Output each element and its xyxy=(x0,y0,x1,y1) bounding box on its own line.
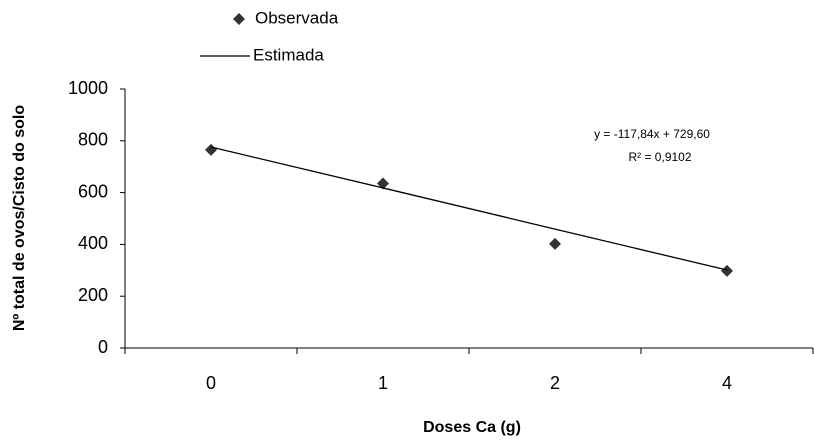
x-tick-label: 1 xyxy=(378,373,388,393)
r-squared: R² = 0,9102 xyxy=(628,150,691,164)
data-point xyxy=(721,264,733,277)
y-tick-label: 600 xyxy=(78,181,108,201)
equation: y = -117,84x + 729,60 xyxy=(594,127,710,141)
legend-label: Estimada xyxy=(253,45,324,64)
legend-marker xyxy=(233,13,245,25)
y-axis-title: Nº total de ovos/Cisto do solo xyxy=(11,105,28,332)
data-point xyxy=(549,237,561,250)
x-tick-label: 2 xyxy=(550,373,560,393)
y-tick-label: 400 xyxy=(78,233,108,253)
y-tick-label: 800 xyxy=(78,130,108,150)
trend-line xyxy=(210,146,728,271)
data-point xyxy=(205,143,217,156)
y-tick-label: 200 xyxy=(78,285,108,305)
x-tick-label: 4 xyxy=(722,373,732,393)
y-tick-label: 0 xyxy=(98,337,108,357)
x-axis-title: Doses Ca (g) xyxy=(423,419,521,436)
x-tick-label: 0 xyxy=(206,373,216,393)
data-point xyxy=(377,177,389,190)
y-tick-label: 1000 xyxy=(68,78,108,98)
legend-label: Observada xyxy=(255,8,339,27)
